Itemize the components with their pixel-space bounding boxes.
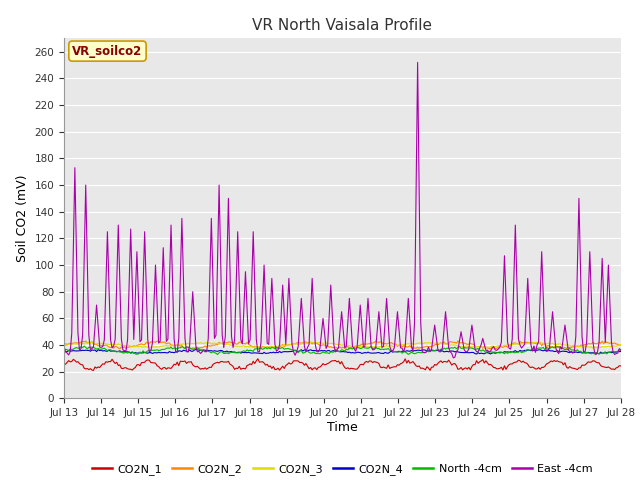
Text: VR_soilco2: VR_soilco2 — [72, 45, 143, 58]
Title: VR North Vaisala Profile: VR North Vaisala Profile — [252, 18, 433, 33]
Legend: CO2N_1, CO2N_2, CO2N_3, CO2N_4, North -4cm, East -4cm: CO2N_1, CO2N_2, CO2N_3, CO2N_4, North -4… — [88, 460, 597, 480]
Y-axis label: Soil CO2 (mV): Soil CO2 (mV) — [16, 175, 29, 262]
X-axis label: Time: Time — [327, 421, 358, 434]
